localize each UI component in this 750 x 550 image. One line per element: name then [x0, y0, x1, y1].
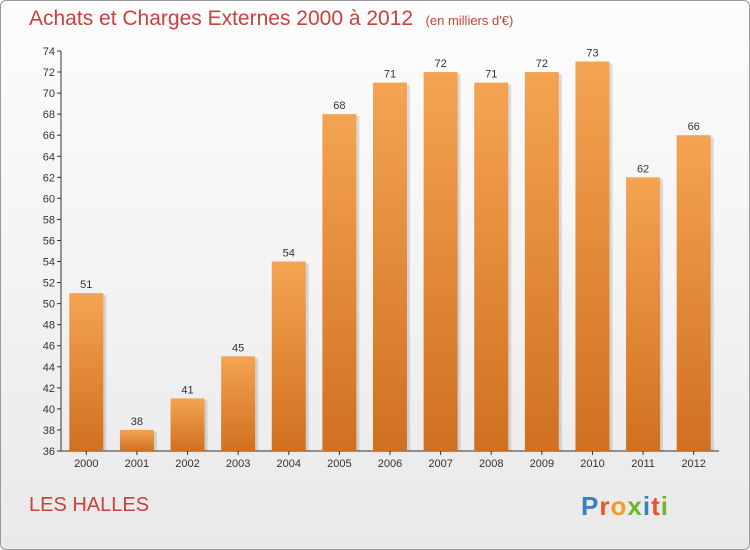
bar-2002	[170, 398, 205, 451]
y-tick-label: 36	[43, 446, 55, 458]
y-tick-label: 56	[43, 235, 55, 247]
bar-2003	[221, 356, 256, 451]
data-label: 72	[434, 58, 446, 70]
y-tick-label: 68	[43, 109, 55, 121]
y-tick-label: 52	[43, 278, 55, 290]
x-tick-label: 2012	[681, 458, 705, 470]
y-tick-label: 72	[43, 67, 55, 79]
y-tick-label: 48	[43, 320, 55, 332]
bar-2001	[119, 429, 154, 451]
y-tick-label: 54	[43, 257, 55, 269]
data-label: 66	[688, 121, 700, 133]
logo-letter: r	[599, 491, 611, 521]
bar-2012	[676, 135, 711, 452]
bar-2004	[271, 261, 306, 451]
x-tick-label: 2009	[530, 458, 554, 470]
x-tick-label: 2006	[378, 458, 402, 470]
bar-2010	[575, 61, 610, 452]
data-label: 38	[131, 416, 143, 428]
x-tick-label: 2004	[277, 458, 301, 470]
x-tick-label: 2007	[428, 458, 452, 470]
y-tick-label: 38	[43, 425, 55, 437]
data-label: 68	[333, 100, 345, 112]
y-tick-label: 60	[43, 193, 55, 205]
data-label: 73	[586, 48, 598, 60]
x-tick-label: 2000	[74, 458, 98, 470]
chart-title: Achats et Charges Externes 2000 à 2012	[29, 7, 414, 30]
data-label: 51	[80, 279, 92, 291]
y-tick-label: 62	[43, 172, 55, 184]
data-label: 71	[384, 69, 396, 81]
data-label: 62	[637, 163, 649, 175]
bar-2006	[373, 82, 407, 451]
x-tick-label: 2005	[327, 458, 351, 470]
y-tick-label: 44	[43, 362, 55, 374]
y-tick-label: 74	[43, 46, 55, 58]
x-tick-label: 2008	[479, 458, 503, 470]
y-tick-label: 50	[43, 299, 55, 311]
logo-letter: i	[642, 491, 652, 521]
place-name: LES HALLES	[29, 494, 150, 516]
data-label: 72	[536, 58, 548, 70]
data-label: 54	[283, 248, 295, 260]
logo-letter: P	[581, 491, 600, 521]
x-tick-label: 2011	[631, 458, 655, 470]
bar-2011	[626, 177, 661, 451]
chart-unit: (en milliers d'€)	[425, 13, 514, 28]
bar-2005	[322, 114, 357, 451]
y-tick-label: 42	[43, 383, 55, 395]
data-label: 71	[485, 69, 497, 81]
bars: 51 38 41 45 54 68 71 72 71 72 73 62 66	[69, 48, 714, 452]
x-tick-label: 2001	[125, 458, 149, 470]
y-tick-label: 58	[43, 214, 55, 226]
logo-letter: o	[610, 491, 628, 521]
logo-letter: t	[651, 491, 661, 521]
proxiti-logo: Proxiti	[581, 491, 669, 522]
y-tick-label: 40	[43, 404, 55, 416]
data-label: 41	[181, 384, 193, 396]
bar-2007	[423, 72, 458, 451]
chart-title-group: Achats et Charges Externes 2000 à 2012 (…	[29, 7, 513, 31]
bar-2008	[474, 82, 509, 451]
bar-2009	[524, 72, 559, 451]
x-tick-label: 2010	[580, 458, 604, 470]
x-tick-label: 2002	[175, 458, 199, 470]
x-tick-label: 2003	[226, 458, 250, 470]
logo-letter: x	[627, 491, 643, 521]
bar-2000	[69, 293, 104, 451]
logo-letter: i	[660, 491, 669, 521]
y-tick-label: 46	[43, 341, 55, 353]
data-label: 45	[232, 342, 244, 354]
y-tick-label: 66	[43, 130, 55, 142]
y-tick-label: 70	[43, 88, 55, 100]
y-tick-label: 64	[43, 151, 55, 163]
